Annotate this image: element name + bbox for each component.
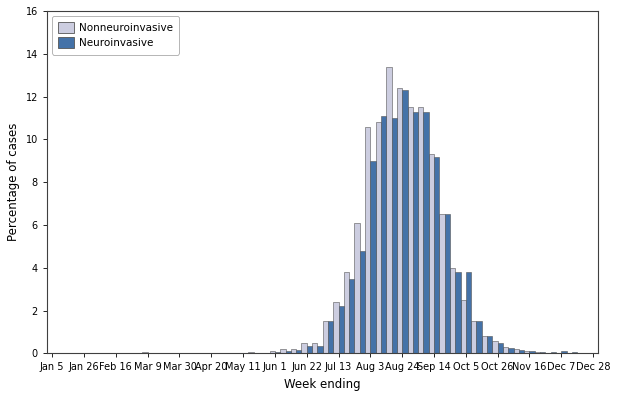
Bar (471, 321, 476, 353)
Bar (344, 272, 349, 353)
Bar (423, 111, 429, 353)
Bar (376, 122, 381, 353)
Y-axis label: Percentage of cases: Percentage of cases (7, 123, 20, 242)
Bar (482, 336, 487, 353)
Bar (275, 352, 280, 353)
Bar (530, 351, 535, 353)
Bar (312, 343, 318, 353)
Bar (455, 272, 460, 353)
Bar (370, 161, 376, 353)
Bar (248, 352, 254, 353)
Bar (572, 352, 577, 353)
Bar (493, 341, 497, 353)
Bar (302, 343, 307, 353)
Bar (386, 66, 392, 353)
Bar (466, 272, 471, 353)
Bar (323, 321, 328, 353)
Bar (318, 346, 323, 353)
Bar (540, 352, 545, 353)
Bar (503, 347, 508, 353)
X-axis label: Week ending: Week ending (284, 378, 361, 391)
Bar (296, 350, 302, 353)
Bar (328, 321, 333, 353)
Bar (291, 349, 296, 353)
Bar (407, 107, 413, 353)
Bar (487, 336, 493, 353)
Bar (402, 90, 407, 353)
Bar (392, 118, 397, 353)
Bar (355, 223, 360, 353)
Bar (381, 116, 386, 353)
Bar (561, 351, 567, 353)
Bar (444, 214, 450, 353)
Bar (418, 107, 423, 353)
Legend: Nonneuroinvasive, Neuroinvasive: Nonneuroinvasive, Neuroinvasive (52, 16, 179, 55)
Bar (142, 352, 148, 353)
Bar (269, 351, 275, 353)
Bar (508, 348, 514, 353)
Bar (280, 349, 286, 353)
Bar (450, 268, 455, 353)
Bar (514, 349, 519, 353)
Bar (349, 279, 355, 353)
Bar (519, 350, 524, 353)
Bar (365, 127, 370, 353)
Bar (397, 88, 402, 353)
Bar (434, 156, 439, 353)
Bar (413, 111, 418, 353)
Bar (460, 300, 466, 353)
Bar (286, 351, 291, 353)
Bar (360, 251, 365, 353)
Bar (524, 351, 530, 353)
Bar (339, 306, 344, 353)
Bar (535, 352, 540, 353)
Bar (497, 343, 503, 353)
Bar (476, 321, 482, 353)
Bar (551, 352, 556, 353)
Bar (307, 346, 312, 353)
Bar (333, 302, 339, 353)
Bar (429, 154, 434, 353)
Bar (439, 214, 444, 353)
